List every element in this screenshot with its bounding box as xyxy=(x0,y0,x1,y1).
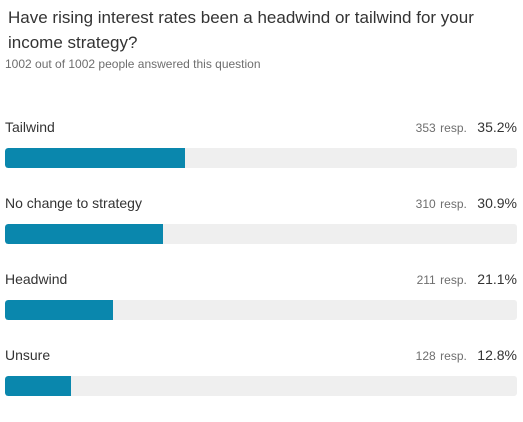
response-percent: 35.2% xyxy=(477,119,517,135)
answer-option-stats: 211 resp. 21.1% xyxy=(417,270,517,289)
response-suffix: resp. xyxy=(440,121,467,135)
answer-option-label: Tailwind xyxy=(5,119,55,135)
answer-option-label: No change to strategy xyxy=(5,195,142,211)
response-count: 211 xyxy=(416,273,436,287)
result-bar-track xyxy=(5,376,517,396)
result-bar-fill xyxy=(5,300,114,320)
result-bar-track xyxy=(5,224,517,244)
result-bar-fill xyxy=(5,376,71,396)
answer-option-label: Unsure xyxy=(5,347,51,363)
response-count: 310 xyxy=(415,197,436,211)
answer-options: Tailwind 353 resp. 35.2% No change to st… xyxy=(5,118,517,422)
answer-option: Tailwind 353 resp. 35.2% xyxy=(5,118,517,194)
answer-option: No change to strategy 310 resp. 30.9% xyxy=(5,194,517,270)
question-title: Have rising interest rates been a headwi… xyxy=(8,8,474,52)
result-bar-track xyxy=(5,300,517,320)
answer-option: Headwind 211 resp. 21.1% xyxy=(5,270,517,346)
answer-option-stats: 353 resp. 35.2% xyxy=(416,118,517,137)
response-percent: 30.9% xyxy=(477,195,517,211)
response-suffix: resp. xyxy=(440,273,467,287)
response-percent: 12.8% xyxy=(477,347,517,363)
answered-count: 1002 out of 1002 people answered this qu… xyxy=(5,57,261,71)
response-suffix: resp. xyxy=(440,197,467,211)
answer-option: Unsure 128 resp. 12.8% xyxy=(5,346,517,422)
result-bar-fill xyxy=(5,224,164,244)
result-bar-fill xyxy=(5,148,186,168)
response-suffix: resp. xyxy=(440,349,467,363)
answer-option-label: Headwind xyxy=(5,271,68,287)
response-count: 128 xyxy=(415,349,436,363)
response-percent: 21.1% xyxy=(477,271,517,287)
answer-option-stats: 128 resp. 12.8% xyxy=(416,346,517,365)
answer-option-stats: 310 resp. 30.9% xyxy=(416,194,517,213)
result-bar-track xyxy=(5,148,517,168)
response-count: 353 xyxy=(415,121,436,135)
